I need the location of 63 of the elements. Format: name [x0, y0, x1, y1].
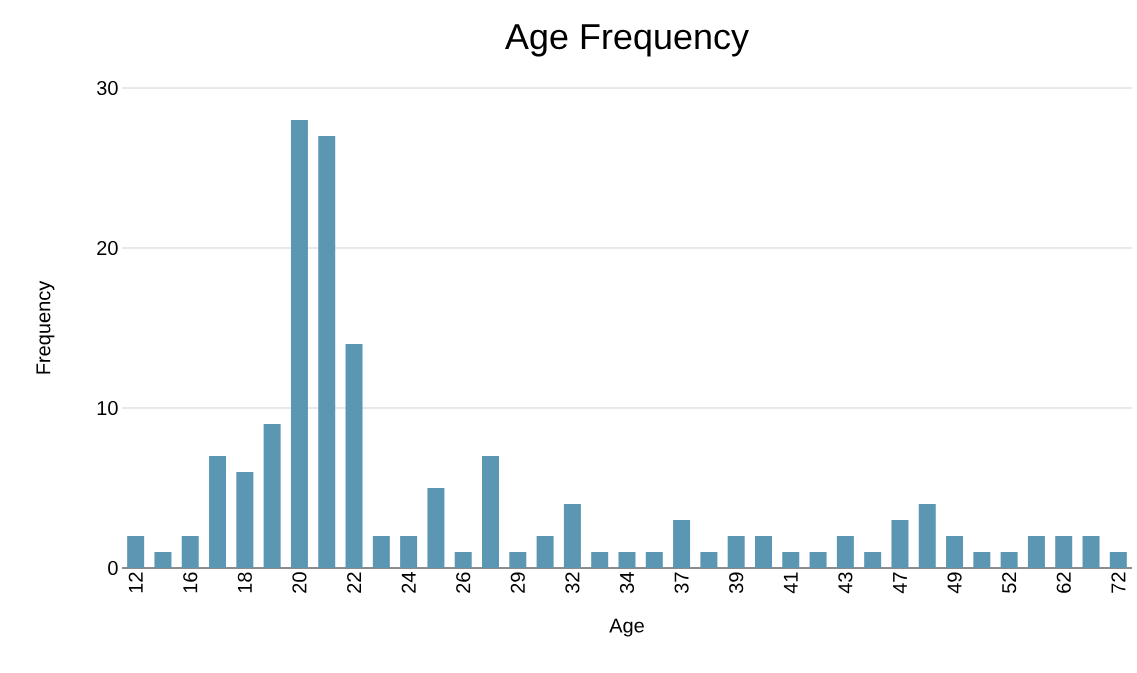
x-tick-label: 12 [128, 572, 143, 593]
bar [754, 536, 772, 568]
bar [1082, 536, 1100, 568]
bar [591, 552, 609, 568]
bar [1027, 536, 1045, 568]
bar [454, 552, 472, 568]
x-tick-label: 18 [237, 572, 252, 593]
bar [154, 552, 172, 568]
x-tick-label: 26 [456, 572, 471, 593]
bar [946, 536, 964, 568]
y-tick-label: 0 [108, 560, 118, 576]
bar [127, 536, 145, 568]
y-tick-label: 10 [97, 400, 118, 416]
x-tick-label: 29 [510, 572, 525, 593]
x-axis-title: Age [609, 618, 644, 637]
x-tick-label: 34 [619, 572, 635, 594]
x-tick-label: 43 [838, 572, 853, 594]
bar [973, 552, 991, 568]
x-tick-label: 72 [1111, 572, 1126, 593]
y-axis-title: Frequency [36, 280, 55, 374]
bar [318, 136, 336, 568]
x-tick-label: 37 [674, 572, 689, 594]
bar [918, 504, 936, 568]
bar [181, 536, 199, 568]
x-tick-label: 49 [947, 572, 962, 594]
x-tick-label: 22 [347, 572, 362, 593]
bar [209, 456, 227, 568]
chart-title: Age Frequency [504, 24, 749, 57]
bar [1000, 552, 1018, 568]
x-tick-label: 39 [729, 572, 744, 594]
x-tick-label: 32 [565, 572, 580, 594]
bar [290, 120, 308, 568]
bar [345, 344, 363, 568]
x-tick-label: 52 [1002, 572, 1017, 593]
x-tick-label: 20 [292, 572, 307, 593]
x-tick-label: 16 [183, 572, 198, 593]
bar [263, 424, 281, 568]
bar [809, 552, 827, 568]
bar [782, 552, 800, 568]
bar [891, 520, 909, 568]
bar [727, 536, 745, 568]
bar [536, 536, 554, 568]
x-tick-label: 47 [893, 572, 907, 594]
bar [645, 552, 663, 568]
x-tick-label: 24 [401, 572, 416, 593]
y-tick-label: 20 [97, 240, 118, 256]
bar [864, 552, 882, 568]
bar [1109, 552, 1127, 568]
y-tick-label: 30 [96, 80, 118, 96]
x-tick-label: 41 [783, 572, 798, 594]
bar [618, 552, 636, 568]
bar [372, 536, 390, 568]
bar [700, 552, 718, 568]
bar [673, 520, 691, 568]
bar [836, 536, 854, 568]
bar [1055, 536, 1073, 568]
x-tick-label: 62 [1056, 572, 1071, 593]
bar [509, 552, 527, 568]
bar [482, 456, 500, 568]
bar [400, 536, 418, 568]
bar [563, 504, 581, 568]
bar [236, 472, 254, 568]
bar [427, 488, 445, 568]
